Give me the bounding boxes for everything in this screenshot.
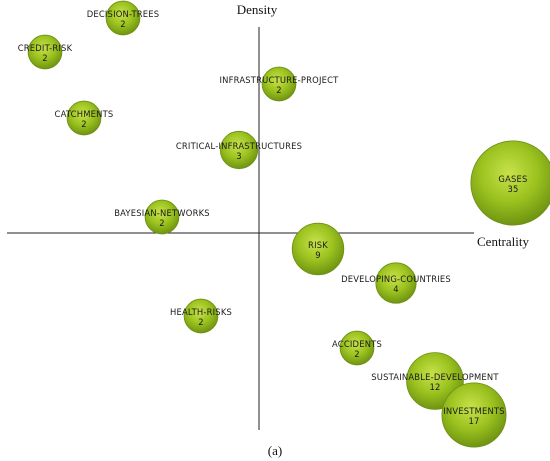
bubble-name-label: DEVELOPING-COUNTRIES [341, 274, 451, 284]
bubble-count-label: 3 [236, 151, 242, 161]
bubble-count-label: 2 [198, 317, 204, 327]
bubble-name-label: INVESTMENTS [443, 406, 505, 416]
bubble-name-label: ACCIDENTS [332, 339, 382, 349]
bubble-name-label: INFRASTRUCTURE-PROJECT [220, 75, 340, 85]
bubble-circle [375, 262, 417, 304]
bubble-count-label: 4 [393, 284, 399, 294]
bubble-count-label: 2 [42, 53, 48, 63]
bubble-circle [441, 382, 507, 448]
bubble-circle [291, 222, 345, 276]
bubble-count-label: 17 [468, 416, 479, 426]
bubble-circle [144, 199, 180, 235]
bubble-name-label: SUSTAINABLE-DEVELOPMENT [371, 372, 499, 382]
bubble-circle [339, 330, 375, 366]
bubble-count-label: 2 [159, 218, 165, 228]
figure-caption: (a) [268, 443, 282, 458]
bubble-count-label: 9 [315, 250, 321, 260]
bubble-name-label: BAYESIAN-NETWORKS [114, 208, 210, 218]
y-axis-title: Density [237, 2, 278, 17]
bubble-count-label: 2 [81, 119, 87, 129]
bubble-count-label: 12 [429, 382, 440, 392]
bubble-circle [183, 298, 219, 334]
bubble-circle [27, 34, 63, 70]
bubble-count-label: 35 [507, 184, 518, 194]
bubble-count-label: 2 [354, 349, 360, 359]
bubble-name-label: DECISION-TREES [87, 9, 160, 19]
bubble-circle [219, 130, 259, 170]
bubble-circle [66, 100, 102, 136]
bubble-name-label: CRITICAL-INFRASTRUCTURES [176, 141, 302, 151]
bubble-layer: DECISION-TREES2CREDIT-RISK2INFRASTRUCTUR… [18, 0, 550, 448]
bubble-name-label: RISK [308, 240, 328, 250]
bubble-count-label: 2 [120, 19, 126, 29]
x-axis-title: Centrality [477, 234, 529, 249]
bubble-name-label: HEALTH-RISKS [170, 307, 232, 317]
bubble-circle [261, 66, 297, 102]
bubble-name-label: CATCHMENTS [55, 109, 114, 119]
bubble-circle [470, 140, 550, 226]
bubble-count-label: 2 [276, 85, 282, 95]
bubble-circle [105, 0, 141, 36]
bubble-name-label: CREDIT-RISK [18, 43, 73, 53]
bubble-name-label: GASES [498, 174, 527, 184]
